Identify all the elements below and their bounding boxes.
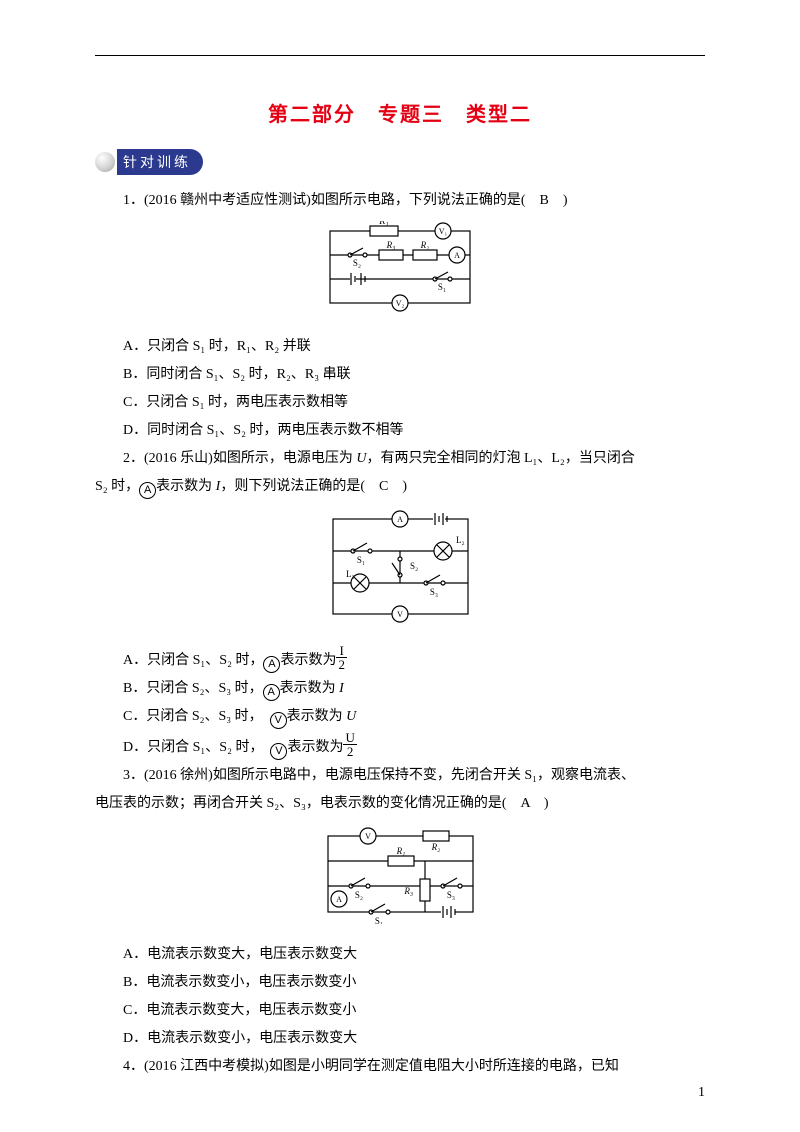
content-body: 1．(2016 赣州中考适应性测试)如图所示电路，下列说法正确的是( B ) R… [95,187,705,1081]
q2-oDa: D．只闭合 S₁、S₂ 时， [123,740,270,755]
q1-optC: C．只闭合 S₁ 时，两电压表示数相等 [123,389,705,417]
q1-circuit-diagram: R₁ V₁ S₂ R₃ R₂ A [315,221,485,316]
svg-text:S₁: S₁ [374,916,382,924]
svg-text:S₂: S₂ [354,890,362,900]
q2-optA: A．只闭合 S₁、S₂ 时，A表示数为I2 [123,644,705,675]
frac-U2: U2 [343,731,356,758]
svg-text:R₂: R₂ [430,842,440,852]
q3-line1: 3．(2016 徐州)如图所示电路中，电源电压保持不变，先闭合开关 S₁，观察电… [95,762,705,790]
svg-text:R₃: R₃ [386,240,396,250]
top-rule [95,55,705,56]
svg-text:V₂: V₂ [396,299,405,308]
svg-text:S₁: S₁ [438,282,446,292]
q3-optB: B．电流表示数变小，电压表示数变小 [123,969,705,997]
svg-text:S₃: S₃ [446,890,454,900]
q1-circuit-wrap: R₁ V₁ S₂ R₃ R₂ A [95,221,705,327]
q2-oAa: A．只闭合 S₁、S₂ 时， [123,653,263,668]
q2-l2b: 表示数为 [156,479,216,494]
voltmeter-icon: V [270,712,287,729]
q1-stem-post: ) [549,193,568,208]
q1-answer: B [540,193,549,208]
q3-line2: 电压表的示数；再闭合开关 S₂、S₃，电表示数的变化情况正确的是( A ) [95,790,705,818]
q2-answer: C [379,479,388,494]
q2-l2d: ) [388,479,407,494]
svg-text:A: A [454,251,460,260]
svg-text:A: A [397,515,403,524]
q1-stem-pre: 1．(2016 赣州中考适应性测试)如图所示电路，下列说法正确的是( [123,193,540,208]
q3-optC: C．电流表示数变大，电压表示数变小 [123,997,705,1025]
q2-optB: B．只闭合 S₂、S₃ 时，A表示数为 I [123,675,705,703]
svg-text:R₂: R₂ [420,240,430,250]
section-pill: 针对训练 [95,149,705,175]
q3-circuit-diagram: V R₂ S₂ R₁ R₃ S₃ A [313,824,488,924]
svg-text:R₁: R₁ [395,846,405,856]
q3-optD: D．电流表示数变小，电压表示数变大 [123,1025,705,1053]
svg-text:S₁: S₁ [356,555,364,565]
svg-text:L₁: L₁ [346,569,355,579]
q1-optD: D．同时闭合 S₁、S₂ 时，两电压表示数不相等 [123,417,705,445]
q2-oCU: U [346,709,356,724]
ammeter-icon: A [263,656,280,673]
q2-oBa: B．只闭合 S₂、S₃ 时， [123,681,263,696]
q3-optA: A．电流表示数变大，电压表示数变大 [123,941,705,969]
q2-oCa: C．只闭合 S₂、S₃ 时， [123,709,270,724]
q2-optC: C．只闭合 S₂、S₃ 时， V表示数为 U [123,703,705,731]
q1-optA: A．只闭合 S₁ 时，R₁、R₂ 并联 [123,333,705,361]
doc-title: 第二部分 专题三 类型二 [95,98,705,127]
q2-l1b: ，有两只完全相同的灯泡 L₁、L₂，当只闭合 [366,451,634,466]
pill-label: 针对训练 [117,149,203,175]
q2-l1a: 2．(2016 乐山)如图所示，电源电压为 [123,451,356,466]
q2-oAb: 表示数为 [280,653,336,668]
svg-text:S₂: S₂ [353,258,361,268]
svg-text:L₂: L₂ [456,535,465,545]
q3-circuit-wrap: V R₂ S₂ R₁ R₃ S₃ A [95,824,705,935]
q2-l1U: U [356,451,366,466]
q2-oBb: 表示数为 [280,681,340,696]
q2-line2: S₂ 时，A表示数为 I，则下列说法正确的是( C ) [95,473,705,501]
q2-line1: 2．(2016 乐山)如图所示，电源电压为 U，有两只完全相同的灯泡 L₁、L₂… [95,445,705,473]
svg-text:S₂: S₂ [410,561,418,571]
q2-oCb: 表示数为 [287,709,347,724]
q1-optB: B．同时闭合 S₁、S₂ 时，R₂、R₃ 串联 [123,361,705,389]
q3-l2a: 电压表的示数；再闭合开关 S₂、S₃，电表示数的变化情况正确的是( [95,796,521,811]
q2-l2c: ，则下列说法正确的是( [220,479,379,494]
q2-circuit-wrap: A S₁ L₂ S₂ L₁ [95,507,705,638]
ammeter-icon: A [139,482,156,499]
q3-l2b: ) [530,796,549,811]
svg-text:V₁: V₁ [439,227,448,236]
svg-text:A: A [336,895,342,904]
svg-text:S₃: S₃ [429,587,437,597]
pill-ball-icon [95,152,115,172]
ammeter-icon: A [263,684,280,701]
svg-text:R₁: R₁ [378,221,389,227]
svg-text:V: V [365,832,371,841]
svg-text:R₃: R₃ [403,886,413,896]
q2-circuit-diagram: A S₁ L₂ S₂ L₁ [318,507,483,627]
q1-stem: 1．(2016 赣州中考适应性测试)如图所示电路，下列说法正确的是( B ) [95,187,705,215]
page-number: 1 [698,1085,705,1101]
q3-answer: A [521,796,530,811]
voltmeter-icon: V [270,743,287,760]
q2-l2a: S₂ 时， [95,479,139,494]
frac-I2: I2 [336,644,347,671]
q4-line1: 4．(2016 江西中考模拟)如图是小明同学在测定值电阻大小时所连接的电路，已知 [95,1053,705,1081]
q2-optD: D．只闭合 S₁、S₂ 时， V表示数为U2 [123,731,705,762]
q2-oBI: I [339,681,344,696]
q2-oDb: 表示数为 [287,740,343,755]
svg-text:V: V [397,610,403,619]
